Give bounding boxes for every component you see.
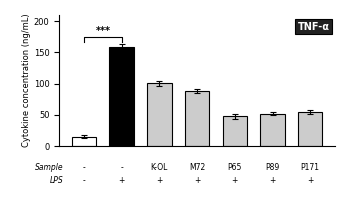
Text: K-OL: K-OL	[151, 163, 168, 172]
Text: -: -	[120, 163, 123, 172]
Bar	[147, 83, 172, 146]
Bar	[110, 48, 134, 146]
Text: Sample: Sample	[35, 163, 63, 172]
Text: +: +	[270, 176, 276, 185]
Y-axis label: Cytokine concentration (ng/mL): Cytokine concentration (ng/mL)	[22, 14, 31, 147]
Text: -: -	[83, 176, 85, 185]
Text: P65: P65	[228, 163, 242, 172]
Text: LPS: LPS	[50, 176, 63, 185]
Text: +: +	[232, 176, 238, 185]
Text: +: +	[119, 176, 125, 185]
Text: +: +	[307, 176, 313, 185]
Text: M72: M72	[189, 163, 205, 172]
Text: +: +	[156, 176, 163, 185]
Bar	[260, 114, 285, 146]
Text: P171: P171	[301, 163, 320, 172]
Bar	[185, 91, 209, 146]
Bar	[72, 137, 96, 146]
Text: +: +	[194, 176, 200, 185]
Bar	[298, 112, 322, 146]
Text: P89: P89	[265, 163, 280, 172]
Text: TNF-α: TNF-α	[298, 22, 329, 31]
Text: ***: ***	[96, 26, 110, 36]
Bar	[223, 116, 247, 146]
Text: -: -	[83, 163, 85, 172]
